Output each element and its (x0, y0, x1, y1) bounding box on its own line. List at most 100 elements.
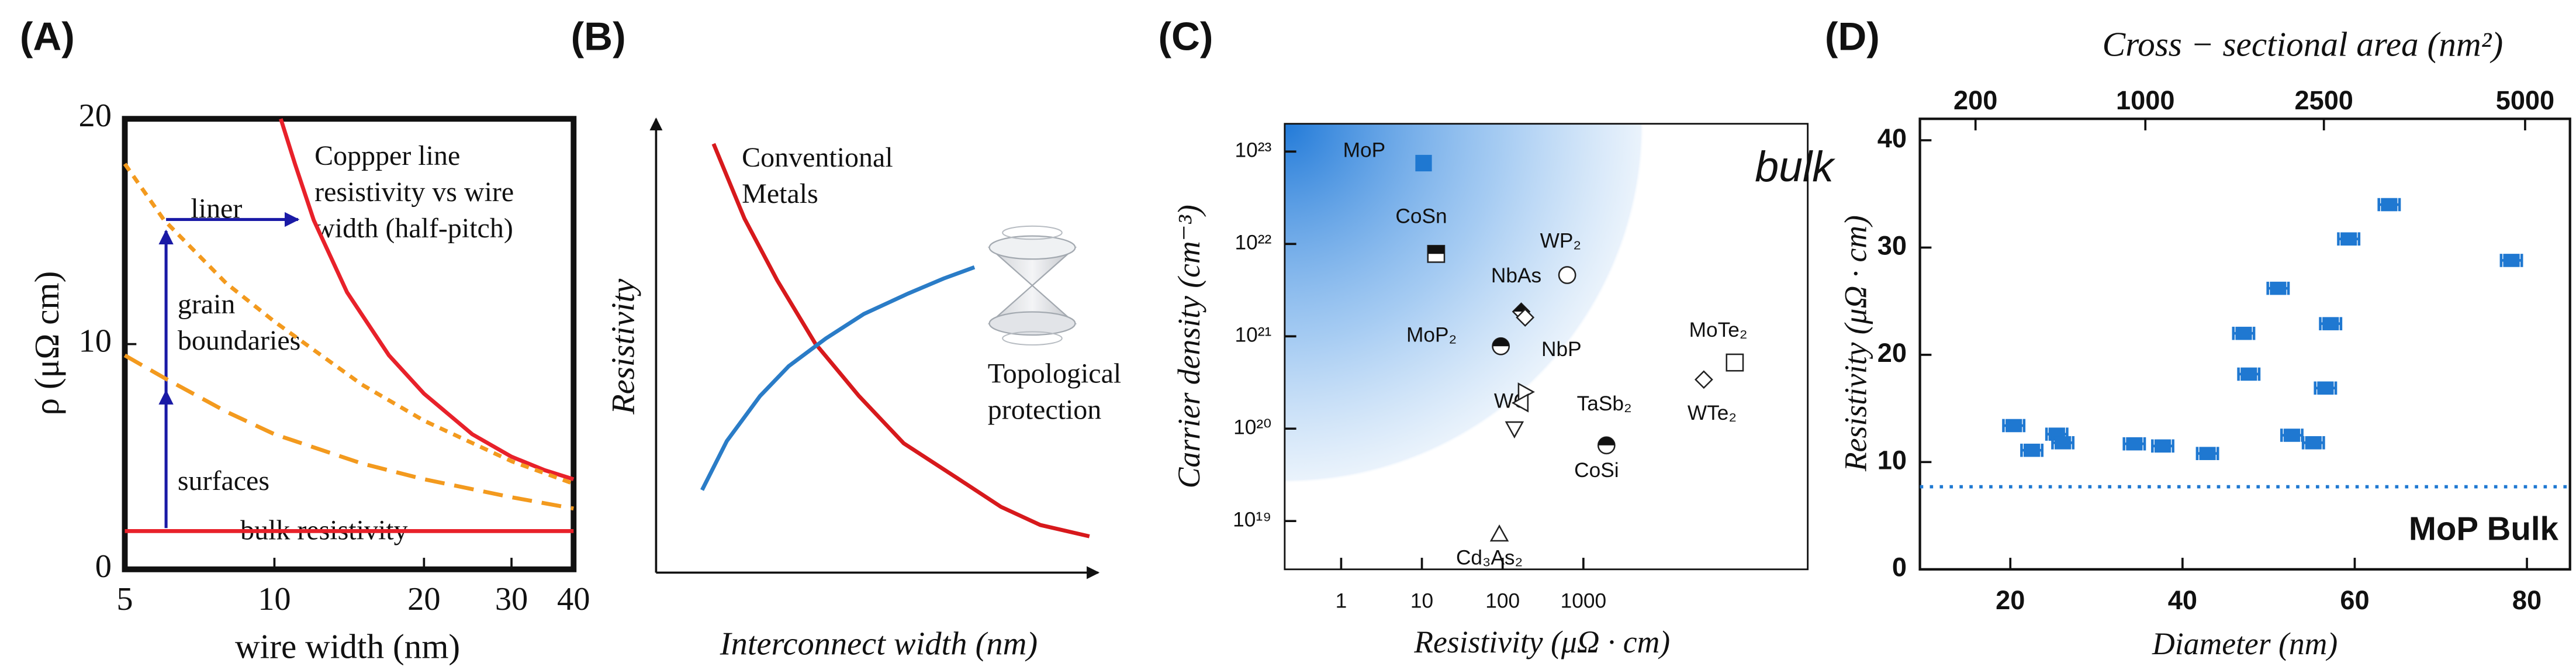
y-tick-label: 0 (95, 548, 112, 585)
x-tick-label: 40 (2168, 585, 2197, 615)
point-label: NbP (1541, 338, 1582, 361)
x2-tick-label: 1000 (2116, 85, 2174, 115)
y-tick-label: 10²² (1235, 232, 1272, 254)
x-tick-label: 10 (258, 581, 291, 617)
marker-shape (1558, 266, 1576, 284)
point-label: MoP (1343, 139, 1386, 162)
panel-label: (D) (1825, 15, 1880, 59)
y-tick-label: 10¹⁹ (1233, 509, 1271, 531)
scatter-point (2054, 436, 2072, 450)
scatter-point (1726, 353, 1744, 372)
y-tick-label: 0 (1892, 552, 1907, 582)
x-tick-label: 1000 (1561, 590, 1606, 613)
x-axis-label: Resistivity (μΩ · cm) (1413, 624, 1670, 659)
point-label: NbAs (1491, 264, 1541, 287)
point-label: WP₂ (1540, 229, 1582, 252)
scatter-point (2305, 436, 2322, 450)
scatter-point (2283, 429, 2301, 442)
line-series (123, 163, 575, 486)
line-series (700, 265, 976, 491)
reference-label: MoP Bulk (2409, 510, 2559, 547)
legend-label: Topological (988, 358, 1121, 389)
annotation: liner (191, 193, 242, 224)
annotation: width (half-pitch) (314, 213, 513, 244)
annotation: resistivity vs wire (314, 177, 514, 208)
point-label: MoP₂ (1406, 324, 1457, 347)
point-label: TaSb₂ (1577, 392, 1632, 415)
scatter-point (2317, 381, 2334, 395)
marker-half (1492, 338, 1509, 347)
y-axis-label: Resistivity (μΩ · cm) (1838, 215, 1873, 472)
x-tick-label: 30 (495, 581, 528, 617)
point-label: Cd₃As₂ (1456, 546, 1523, 569)
scatter-point (1415, 154, 1432, 172)
annotation: Coppper line (314, 140, 460, 171)
x2-tick-label: 5000 (2496, 85, 2554, 115)
scatter-point (2381, 198, 2398, 212)
marker-half (1598, 437, 1615, 445)
annotation: boundaries (178, 325, 300, 356)
y-tick-label: 10 (1877, 445, 1907, 475)
x-tick-label: 10 (1410, 590, 1433, 613)
scatter-point (2154, 439, 2172, 453)
marker-shape (1505, 421, 1524, 438)
x-tick-label: 5 (116, 581, 133, 617)
legend-label: Conventional (742, 142, 893, 173)
topology-cone-icon (987, 225, 1077, 346)
y-axis-label: Resistivity (606, 278, 642, 415)
marker-shape (1415, 154, 1432, 172)
scatter-point (2503, 254, 2520, 267)
x-axis-label: Interconnect width (nm) (720, 626, 1038, 662)
y-tick-label: 20 (79, 98, 112, 134)
panel-label: (B) (571, 15, 626, 59)
x-tick-label: 20 (1996, 585, 2025, 615)
annotation: bulk (1755, 143, 1835, 191)
marker-shape (1489, 524, 1509, 542)
y-tick-label: 40 (1877, 123, 1907, 153)
panel-label: (A) (20, 15, 75, 59)
panel-a-arrows (158, 212, 300, 529)
scatter-point (1694, 370, 1713, 389)
scatter-point (2340, 232, 2357, 246)
x-axis-label: Diameter (nm) (2152, 626, 2338, 661)
scatter-point (2023, 443, 2041, 457)
x-tick-label: 60 (2340, 585, 2369, 615)
y-tick-label: 10²³ (1235, 139, 1272, 162)
y-tick-label: 20 (1877, 338, 1907, 368)
scatter-point (2006, 419, 2022, 433)
scatter-point (2199, 447, 2216, 460)
y-tick-label: 10²⁰ (1233, 416, 1271, 439)
line-series (123, 353, 574, 511)
x-tick-label: 40 (557, 581, 590, 617)
marker-shape (1694, 370, 1713, 389)
legend-label: Metals (742, 178, 818, 209)
scatter-point (1516, 308, 1535, 327)
x2-tick-label: 2500 (2294, 85, 2353, 115)
x-tick-label: 20 (407, 581, 440, 617)
x-tick-label: 1 (1336, 590, 1347, 613)
scatter-point (1597, 436, 1616, 455)
y-axis-label: Carrier density (cm⁻³) (1171, 205, 1206, 488)
point-label: WTe₂ (1688, 402, 1737, 424)
y-tick-label: 10 (79, 323, 112, 359)
scatter-point (1505, 421, 1524, 438)
line-series (279, 118, 575, 481)
panel-label: (C) (1158, 15, 1213, 59)
scatter-point (1489, 524, 1509, 542)
marker-half (1427, 246, 1444, 254)
scatter-point (1558, 266, 1576, 284)
y-tick-label: 10²¹ (1235, 324, 1272, 347)
point-label: MoTe₂ (1689, 319, 1748, 341)
marker-shape (1726, 353, 1744, 372)
x2-axis-label: Cross − sectional area (nm²) (2103, 25, 2504, 63)
marker-shape (1516, 308, 1535, 327)
annotation: grain (178, 289, 236, 320)
plot-frame (1284, 123, 1809, 571)
point-label: CoSn (1395, 205, 1447, 228)
line-series (711, 143, 1090, 538)
x-tick-label: 100 (1485, 590, 1520, 613)
x2-tick-label: 200 (1953, 85, 1997, 115)
marker-shape (1511, 393, 1529, 413)
x-tick-label: 80 (2512, 585, 2542, 615)
